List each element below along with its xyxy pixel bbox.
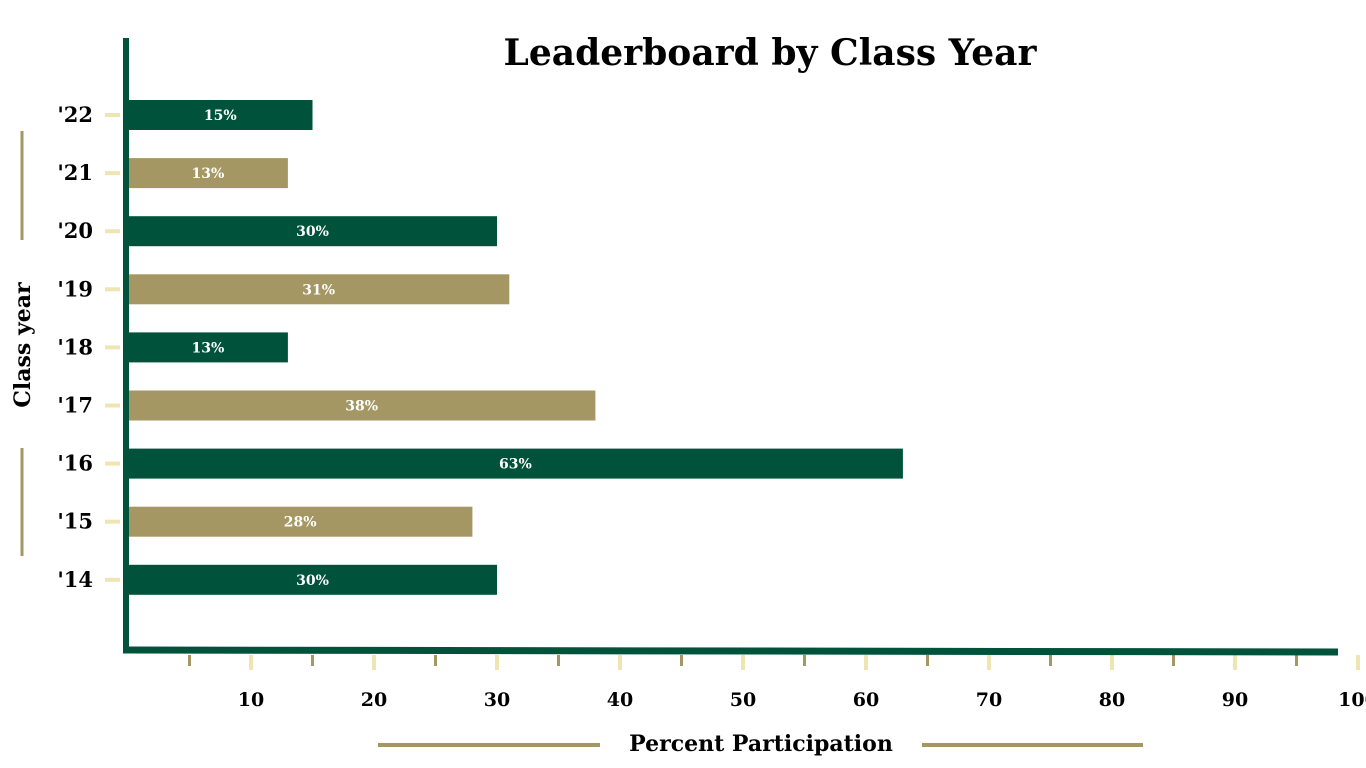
x-tick-label: 90 [1222, 689, 1248, 711]
bar [128, 274, 510, 305]
chart-title: Leaderboard by Class Year [504, 32, 1038, 74]
y-tick-label: '15 [57, 509, 93, 534]
ticks-layer [105, 113, 1360, 670]
x-tick-label: 30 [484, 689, 510, 711]
labels-layer: '22 15% '21 13% '20 30% '19 31% '18 13% '17 38% '16 6… [57, 102, 1366, 711]
bar-data-label: 38% [345, 399, 378, 415]
y-tick-label: '14 [57, 567, 93, 592]
bar-data-label: 28% [284, 515, 317, 531]
bar-data-label: 31% [302, 282, 335, 298]
y-tick-label: '20 [57, 218, 93, 243]
bars-layer [128, 100, 903, 595]
bar [128, 332, 288, 363]
bar-data-label: 15% [204, 108, 237, 124]
y-axis-label: Class year [10, 282, 36, 408]
x-tick-label: 70 [976, 689, 1002, 711]
y-tick-label: '21 [57, 160, 93, 185]
x-tick-label: 40 [607, 689, 633, 711]
bar-data-label: 13% [192, 340, 225, 356]
x-tick-label: 50 [730, 689, 756, 711]
bar-data-label: 30% [296, 573, 329, 589]
x-axis-label: Percent Participation [629, 731, 893, 757]
x-tick-label: 80 [1099, 689, 1125, 711]
x-tick-label: 100 [1338, 689, 1366, 711]
bar-data-label: 13% [192, 166, 225, 182]
bar [128, 448, 903, 479]
bar [128, 100, 313, 130]
y-tick-label: '22 [57, 102, 93, 127]
y-tick-label: '19 [57, 276, 93, 301]
x-tick-label: 10 [238, 689, 264, 711]
y-tick-label: '16 [57, 451, 93, 476]
x-tick-label: 20 [361, 689, 387, 711]
bar [128, 506, 473, 537]
bar [128, 158, 288, 189]
y-tick-label: '17 [57, 393, 93, 418]
bar [128, 564, 497, 595]
bar [128, 216, 497, 247]
bar-data-label: 63% [499, 457, 532, 473]
bar [128, 390, 596, 421]
bar-data-label: 30% [296, 224, 329, 240]
x-tick-label: 60 [853, 689, 879, 711]
x-axis-line [122, 646, 1339, 656]
y-tick-label: '18 [57, 334, 93, 359]
